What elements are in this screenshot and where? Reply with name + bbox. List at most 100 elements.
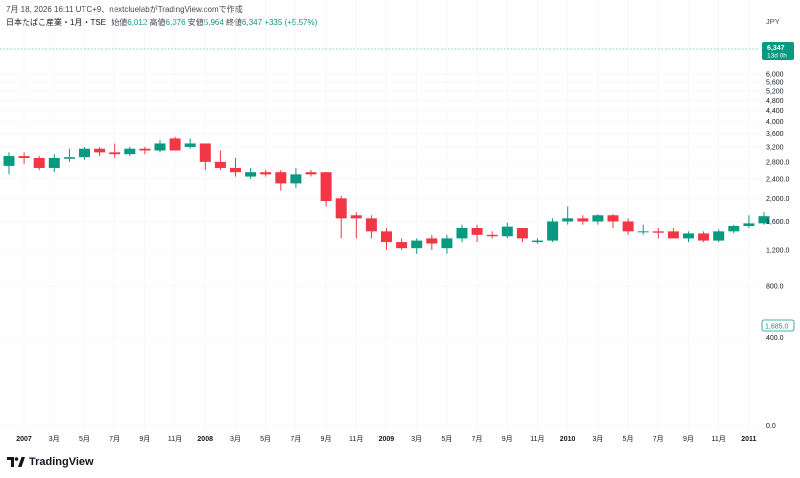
price-tick-label: 4,000 xyxy=(766,119,784,126)
candle xyxy=(501,222,513,239)
candle-body xyxy=(471,227,483,235)
time-tick-label: 7月 xyxy=(290,435,301,443)
price-tick-label: 0.0 xyxy=(766,423,776,430)
time-axis[interactable]: 2007 3月 5月 7月 9月 11月 2008 3月 5月 7月 9月 11月 2009 3月 5月 7月… xyxy=(16,435,756,443)
candle xyxy=(63,148,75,162)
low-value: 5,964 xyxy=(203,18,224,27)
candle-body xyxy=(411,240,423,249)
candle xyxy=(592,214,604,225)
candle xyxy=(441,234,453,254)
price-tick-label: 5,600 xyxy=(766,80,784,87)
candle-body xyxy=(592,215,604,222)
candle-body xyxy=(63,157,75,159)
candle-body xyxy=(516,227,528,239)
bar-countdown: 13d 0h xyxy=(767,53,787,60)
candle-body xyxy=(683,233,694,239)
time-tick-label: 9月 xyxy=(321,435,332,443)
candle-body xyxy=(109,152,121,155)
low-label: 安値 xyxy=(187,18,204,27)
candle-body xyxy=(698,233,710,241)
candle xyxy=(305,170,317,177)
candle xyxy=(365,215,377,239)
candle-body xyxy=(441,238,453,249)
candle xyxy=(381,227,392,250)
candle xyxy=(516,227,528,243)
candle-body xyxy=(501,226,513,237)
candle xyxy=(214,150,226,171)
time-tick-label: 3月 xyxy=(49,435,60,443)
candle xyxy=(713,229,725,243)
time-tick-label: 7月 xyxy=(109,435,120,443)
price-tick-label: 3,200 xyxy=(766,144,784,151)
last-candle-price-tag: 1,685.0 xyxy=(761,319,795,332)
candle-body xyxy=(139,148,151,151)
current-price-tag: 6,347 13d 0h xyxy=(762,42,794,60)
candle xyxy=(396,238,408,250)
candle xyxy=(260,170,272,177)
last-candle-price: 1,685.0 xyxy=(765,324,788,331)
candle xyxy=(199,143,211,171)
time-tick-label: 9月 xyxy=(502,435,513,443)
candle-body xyxy=(637,231,649,233)
candle xyxy=(154,140,166,153)
published-info: 7月 18, 2026 16:11 UTC+9、nextcluelabがTrad… xyxy=(6,5,243,14)
candle xyxy=(637,224,649,235)
candle xyxy=(79,146,90,160)
candle-body xyxy=(577,218,589,222)
open-label: 始値 xyxy=(111,18,128,27)
candle-body xyxy=(350,215,362,219)
candle xyxy=(622,218,634,235)
price-tick-label: 4,800 xyxy=(766,98,784,105)
time-tick-label: 11月 xyxy=(349,435,363,443)
time-tick-label: 2011 xyxy=(741,436,756,443)
candle xyxy=(728,224,740,234)
price-tick-label: 2,800.0 xyxy=(766,159,789,166)
time-tick-label: 3月 xyxy=(592,435,603,443)
time-tick-label: 3月 xyxy=(230,435,241,443)
candle-body xyxy=(94,148,106,153)
time-tick-label: 7月 xyxy=(472,435,483,443)
time-tick-label: 11月 xyxy=(168,435,182,443)
candle xyxy=(350,212,362,239)
candle xyxy=(139,146,151,155)
candle xyxy=(486,231,498,239)
candle-body xyxy=(562,218,574,222)
candle-body xyxy=(486,234,498,237)
candle-body xyxy=(230,167,241,173)
close-label: 終値 xyxy=(226,18,243,27)
candle-body xyxy=(758,216,770,224)
price-tick-label: 400.0 xyxy=(766,335,784,342)
candle xyxy=(456,224,468,243)
price-axis[interactable]: 0.0 400.0 800.0 1,200.0 1,600.0 2,000.0 2,400.… xyxy=(766,72,789,431)
time-tick-label: 5月 xyxy=(260,435,271,443)
high-label: 高値 xyxy=(149,18,166,27)
candle-body xyxy=(728,225,740,232)
time-tick-label: 7月 xyxy=(653,435,664,443)
candle-body xyxy=(652,231,664,233)
symbol-name: 日本たばこ産業・1月・TSE xyxy=(6,18,107,27)
tradingview-logo[interactable]: TradingView xyxy=(7,456,94,468)
candle-body xyxy=(713,231,725,241)
currency-label[interactable]: JPY xyxy=(766,17,780,26)
candle-body xyxy=(305,172,317,175)
candle-body xyxy=(532,240,543,243)
candle-body xyxy=(275,172,287,184)
candle-body xyxy=(607,215,619,222)
time-tick-label: 5月 xyxy=(79,435,90,443)
candle xyxy=(18,152,30,164)
candle-body xyxy=(365,218,377,232)
price-tick-label: 1,200.0 xyxy=(766,247,789,254)
candle xyxy=(532,238,543,244)
candle xyxy=(48,154,60,173)
candle xyxy=(184,138,196,149)
price-tick-label: 2,000.0 xyxy=(766,196,789,203)
candle xyxy=(109,143,121,158)
candle-body xyxy=(18,156,30,158)
candle-body xyxy=(260,172,272,175)
candle xyxy=(320,172,332,207)
candle xyxy=(33,156,45,171)
candle-body xyxy=(381,231,392,243)
candle-body xyxy=(320,172,332,202)
candle xyxy=(547,218,559,243)
